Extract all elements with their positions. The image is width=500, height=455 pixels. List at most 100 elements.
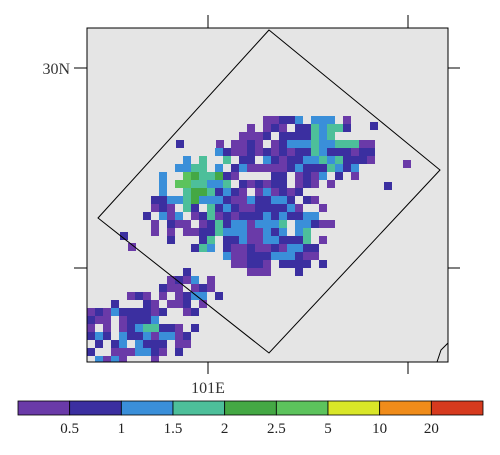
precipitation-cell bbox=[255, 244, 263, 252]
colorbar-swatch bbox=[430, 400, 484, 416]
precipitation-cell bbox=[199, 284, 207, 292]
precipitation-cell bbox=[271, 148, 279, 156]
precipitation-cell bbox=[295, 180, 303, 188]
precipitation-cell bbox=[191, 292, 199, 300]
precipitation-cell bbox=[271, 220, 279, 228]
precipitation-cell bbox=[255, 260, 263, 268]
precipitation-cell bbox=[143, 340, 151, 348]
precipitation-cell bbox=[311, 140, 319, 148]
precipitation-cell bbox=[311, 124, 319, 132]
colorbar-swatch bbox=[275, 400, 329, 416]
precipitation-cell bbox=[247, 252, 255, 260]
precipitation-cell bbox=[271, 188, 279, 196]
precipitation-cell bbox=[103, 324, 111, 332]
precipitation-cell bbox=[199, 180, 207, 188]
precipitation-cell bbox=[167, 324, 175, 332]
precipitation-cell bbox=[223, 156, 231, 164]
precipitation-cell bbox=[103, 356, 111, 362]
precipitation-cell bbox=[271, 236, 279, 244]
precipitation-cell bbox=[183, 268, 191, 276]
precipitation-cell bbox=[191, 204, 199, 212]
precipitation-cell bbox=[263, 212, 271, 220]
precipitation-cell bbox=[191, 188, 199, 196]
precipitation-cell bbox=[87, 324, 95, 332]
precipitation-cell bbox=[143, 300, 151, 308]
precipitation-cell bbox=[303, 164, 311, 172]
precipitation-cell bbox=[359, 140, 367, 148]
precipitation-cell bbox=[231, 188, 239, 196]
precipitation-cell bbox=[295, 252, 303, 260]
axis-ticks bbox=[74, 15, 460, 374]
precipitation-cell bbox=[143, 308, 151, 316]
precipitation-cell bbox=[207, 276, 215, 284]
precipitation-cell bbox=[367, 156, 375, 164]
precipitation-cell bbox=[151, 300, 159, 308]
precipitation-cell bbox=[167, 228, 175, 236]
precipitation-cell bbox=[119, 348, 127, 356]
precipitation-cell bbox=[119, 332, 127, 340]
precipitation-cell bbox=[199, 164, 207, 172]
precipitation-cell bbox=[343, 164, 351, 172]
precipitation-cell bbox=[175, 332, 183, 340]
precipitation-cell bbox=[295, 204, 303, 212]
precipitation-cell bbox=[279, 228, 287, 236]
colorbar-swatch bbox=[17, 400, 71, 416]
precipitation-cell bbox=[295, 140, 303, 148]
precipitation-cell bbox=[199, 172, 207, 180]
precipitation-cell bbox=[175, 300, 183, 308]
precipitation-cell bbox=[111, 308, 119, 316]
precipitation-cell bbox=[231, 244, 239, 252]
precipitation-cell bbox=[247, 140, 255, 148]
precipitation-cell bbox=[223, 148, 231, 156]
precipitation-cell bbox=[95, 316, 103, 324]
precipitation-cell bbox=[255, 252, 263, 260]
precipitation-cell bbox=[255, 220, 263, 228]
colorbar-swatch bbox=[69, 400, 122, 416]
precipitation-cell bbox=[279, 180, 287, 188]
precipitation-cell bbox=[263, 116, 271, 124]
precipitation-cell bbox=[311, 252, 319, 260]
precipitation-cell bbox=[231, 204, 239, 212]
precipitation-cell bbox=[207, 228, 215, 236]
precipitation-cell bbox=[327, 116, 335, 124]
precipitation-cell bbox=[370, 122, 378, 130]
precipitation-cell bbox=[151, 340, 159, 348]
precipitation-cell bbox=[111, 340, 119, 348]
precipitation-cell bbox=[287, 156, 295, 164]
colorbar-tick-label: 2 bbox=[221, 421, 229, 437]
precipitation-cell bbox=[175, 164, 183, 172]
precipitation-cell bbox=[223, 188, 231, 196]
precipitation-cell bbox=[199, 188, 207, 196]
precipitation-cell bbox=[183, 220, 191, 228]
precipitation-cell bbox=[303, 228, 311, 236]
precipitation-cell bbox=[239, 244, 247, 252]
precipitation-cell bbox=[167, 236, 175, 244]
precipitation-cell bbox=[215, 164, 223, 172]
precipitation-cell bbox=[287, 244, 295, 252]
precipitation-cell bbox=[311, 212, 319, 220]
precipitation-cell bbox=[176, 140, 184, 148]
precipitation-cell bbox=[231, 252, 239, 260]
precipitation-cell bbox=[287, 116, 295, 124]
precipitation-cell bbox=[263, 252, 271, 260]
precipitation-cell bbox=[247, 124, 255, 132]
precipitation-cell bbox=[327, 156, 335, 164]
precipitation-cell bbox=[255, 204, 263, 212]
precipitation-cell bbox=[367, 148, 375, 156]
precipitation-cell bbox=[351, 164, 359, 172]
precipitation-cell bbox=[367, 140, 375, 148]
precipitation-cell bbox=[223, 196, 231, 204]
precipitation-cell bbox=[207, 172, 215, 180]
precipitation-cell bbox=[263, 148, 271, 156]
precipitation-cell bbox=[231, 148, 239, 156]
precipitation-cell bbox=[207, 196, 215, 204]
precipitation-cell bbox=[199, 220, 207, 228]
precipitation-cell bbox=[287, 188, 295, 196]
precipitation-cell bbox=[215, 212, 223, 220]
precipitation-cell bbox=[263, 124, 271, 132]
precipitation-cell bbox=[247, 180, 255, 188]
precipitation-cell bbox=[343, 148, 351, 156]
precipitation-cell bbox=[343, 116, 351, 124]
precipitation-cell bbox=[343, 140, 351, 148]
precipitation-cell bbox=[319, 116, 327, 124]
